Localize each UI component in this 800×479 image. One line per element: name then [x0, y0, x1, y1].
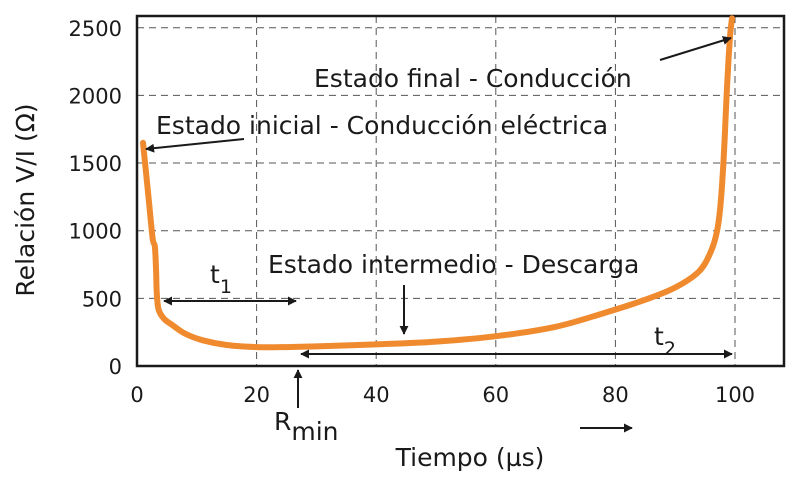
rmin-label: Rmin: [274, 407, 339, 446]
y-tick-labels: 0 500 1000 1500 2000 2500: [69, 17, 122, 379]
x-tick-label: 100: [715, 383, 755, 407]
y-tick-label: 0: [109, 355, 122, 379]
annotation-final-state: Estado final - Conducción: [314, 64, 632, 93]
annotation-intermediate-state: Estado intermedio - Descarga: [268, 250, 639, 279]
y-axis-title: Relación V/I (Ω): [11, 103, 40, 296]
initial-state-arrow: [145, 138, 245, 153]
y-tick-label: 1000: [69, 220, 122, 244]
y-tick-label: 2000: [69, 84, 122, 108]
x-tick-label: 0: [130, 383, 143, 407]
final-state-arrow: [659, 36, 732, 61]
annotation-initial-state: Estado inicial - Conducción eléctrica: [156, 111, 608, 140]
series-line: [140, 15, 735, 351]
x-tick-label: 80: [602, 383, 629, 407]
x-axis-title: Tiempo (µs): [395, 443, 545, 472]
y-tick-label: 500: [82, 287, 122, 311]
series-layer: [140, 15, 735, 351]
x-tick-labels: 0 20 40 60 80 100: [130, 383, 755, 407]
x-tick-label: 20: [243, 383, 270, 407]
t1-label: t1: [210, 260, 232, 298]
plot-frame: [135, 14, 786, 368]
x-tick-label: 40: [363, 383, 390, 407]
x-tick-label: 60: [482, 383, 509, 407]
y-tick-label: 2500: [69, 17, 122, 41]
y-tick-label: 1500: [69, 152, 122, 176]
